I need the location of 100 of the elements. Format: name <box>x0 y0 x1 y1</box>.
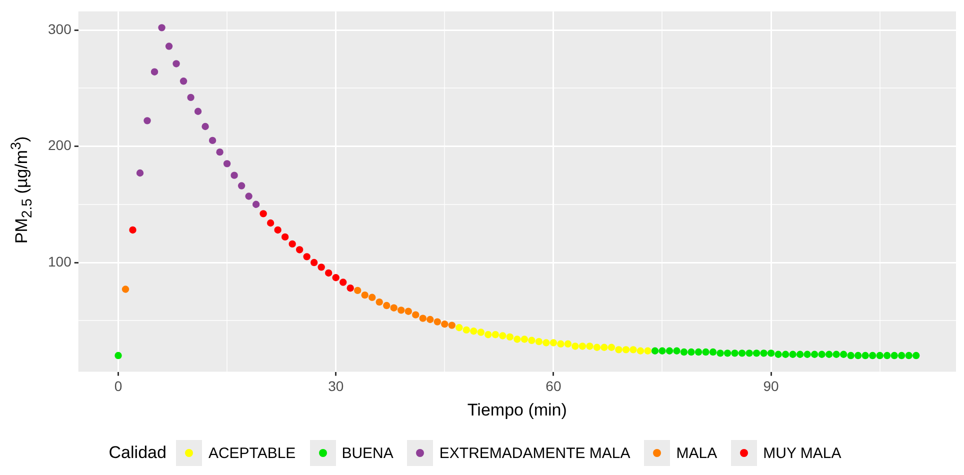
point <box>288 240 296 248</box>
point <box>223 160 231 168</box>
point <box>462 326 470 334</box>
point <box>238 182 246 190</box>
point <box>180 78 188 85</box>
point <box>426 316 434 324</box>
point <box>694 348 702 356</box>
point <box>172 60 180 68</box>
point <box>746 350 753 357</box>
point <box>266 219 274 227</box>
point <box>535 338 543 346</box>
point <box>752 350 760 357</box>
point <box>832 350 840 358</box>
point <box>876 352 884 360</box>
point <box>528 336 536 344</box>
point <box>738 350 746 357</box>
point <box>404 308 412 315</box>
point <box>731 350 738 357</box>
point <box>208 136 216 144</box>
point <box>456 324 463 332</box>
point <box>630 346 637 354</box>
point <box>216 148 224 156</box>
point <box>150 68 158 76</box>
point <box>593 344 601 351</box>
point <box>419 314 426 322</box>
point <box>368 294 376 301</box>
point <box>760 350 768 357</box>
point <box>376 298 383 306</box>
x-tick-label: 90 <box>763 378 780 394</box>
point <box>774 350 782 358</box>
x-tick-label: 30 <box>328 378 344 394</box>
point <box>398 306 405 314</box>
point <box>702 348 710 356</box>
point <box>767 350 775 357</box>
point <box>158 24 166 32</box>
point <box>804 350 811 358</box>
point <box>673 347 680 354</box>
point <box>615 346 622 354</box>
point <box>230 172 238 179</box>
point <box>448 322 456 329</box>
point <box>499 332 506 340</box>
point <box>600 344 608 351</box>
point <box>122 286 130 293</box>
point <box>340 278 347 286</box>
point <box>354 286 362 294</box>
point <box>564 340 572 348</box>
point <box>666 347 674 354</box>
x-tick-label: 0 <box>114 378 122 394</box>
point <box>470 328 478 335</box>
point <box>484 331 492 338</box>
point <box>114 352 122 360</box>
point <box>361 291 368 299</box>
point <box>789 350 796 358</box>
point <box>572 342 579 350</box>
point <box>506 333 514 341</box>
point <box>608 344 616 351</box>
point <box>542 339 550 346</box>
point <box>622 346 630 354</box>
y-tick-label: 200 <box>48 137 72 154</box>
point <box>434 318 441 326</box>
point <box>477 328 485 336</box>
point <box>346 284 354 292</box>
point <box>274 226 282 234</box>
y-tick-label: 300 <box>48 20 72 37</box>
point <box>383 302 390 310</box>
point <box>578 342 586 350</box>
point <box>202 122 209 130</box>
point <box>890 352 898 360</box>
legend-label: MALA <box>676 444 718 462</box>
point <box>716 350 724 357</box>
point <box>586 342 594 350</box>
point <box>898 352 906 360</box>
x-tick-label: 60 <box>546 378 562 394</box>
point <box>187 94 194 102</box>
point <box>245 192 252 200</box>
y-tick-label: 100 <box>48 253 72 270</box>
point <box>129 226 136 234</box>
point <box>252 200 260 208</box>
point <box>296 246 304 254</box>
point <box>492 331 500 338</box>
point <box>868 352 876 360</box>
legend-label: MUY MALA <box>763 444 842 462</box>
point <box>905 352 912 360</box>
point <box>310 258 318 266</box>
point <box>825 350 833 358</box>
point <box>412 311 420 318</box>
point <box>883 352 891 360</box>
point <box>318 264 325 271</box>
point <box>144 117 151 124</box>
point <box>441 320 448 328</box>
point <box>514 336 521 343</box>
point <box>912 352 920 360</box>
point <box>324 269 332 277</box>
point <box>847 352 854 360</box>
point <box>260 210 267 218</box>
point <box>862 352 869 360</box>
point <box>688 348 695 356</box>
point <box>303 253 310 260</box>
point <box>636 347 644 354</box>
point <box>854 352 862 360</box>
